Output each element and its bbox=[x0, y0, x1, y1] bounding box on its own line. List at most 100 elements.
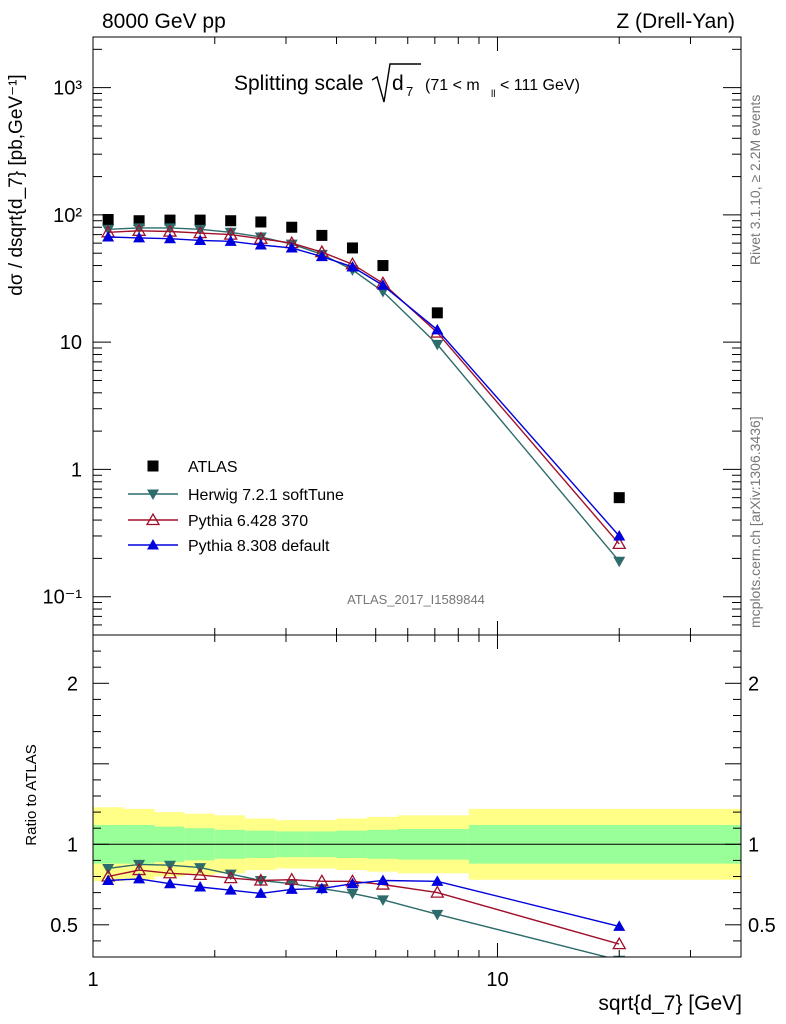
ratio-line bbox=[108, 863, 610, 957]
plot-title: Splitting scale d 7 (71 < m ll < 111 GeV… bbox=[234, 63, 580, 103]
data-point bbox=[431, 307, 443, 319]
legend-marker bbox=[145, 512, 161, 526]
y-tick-label: 1 bbox=[71, 459, 82, 481]
data-point bbox=[431, 323, 444, 335]
ratio-point bbox=[612, 936, 627, 950]
ratio-point bbox=[613, 920, 626, 931]
data-point bbox=[431, 339, 444, 351]
ratio-series-0 bbox=[102, 859, 626, 957]
ratio-point bbox=[224, 884, 237, 895]
data-point bbox=[163, 223, 176, 234]
data-point bbox=[346, 242, 358, 254]
main-series-layer bbox=[101, 214, 627, 568]
data-point bbox=[255, 216, 267, 228]
title-cut-sub: ll bbox=[491, 89, 495, 100]
title-prefix: Splitting scale bbox=[234, 72, 364, 95]
data-point bbox=[254, 239, 267, 250]
legend-label: Pythia 8.308 default bbox=[188, 538, 330, 555]
ratio-point bbox=[376, 874, 389, 886]
y-tick-label: 10 bbox=[60, 332, 82, 354]
title-cut-end: < 111 GeV) bbox=[500, 77, 580, 94]
sqrt-symbol-icon bbox=[371, 63, 421, 103]
ratio-line bbox=[107, 869, 620, 945]
series-line bbox=[108, 227, 620, 562]
ratio-series-2 bbox=[102, 872, 626, 931]
data-point bbox=[316, 229, 328, 241]
ratio-y-tick-label: 2 bbox=[67, 673, 78, 695]
legend-label: ATLAS bbox=[188, 459, 238, 476]
ratio-point bbox=[315, 882, 328, 894]
data-point bbox=[194, 224, 207, 236]
data-point bbox=[613, 492, 625, 504]
data-point bbox=[346, 260, 359, 272]
legend: ATLAS Herwig 7.2.1 softTune Pythia 6.428 3… bbox=[128, 459, 344, 555]
legend-marker bbox=[147, 460, 159, 472]
header-right: Z (Drell-Yan) bbox=[616, 10, 735, 33]
data-point bbox=[224, 235, 237, 246]
ratio-point bbox=[133, 872, 146, 884]
ratio-point bbox=[192, 867, 208, 881]
data-point bbox=[133, 215, 145, 227]
ratio-point bbox=[223, 870, 238, 884]
series-1 bbox=[102, 223, 626, 568]
data-point bbox=[376, 279, 389, 290]
main-ylabel-text: dσ / dsqrt{d_7} [pb,GeV⁻¹] bbox=[6, 74, 27, 295]
data-point bbox=[285, 241, 298, 253]
title-var-sub: 7 bbox=[406, 84, 413, 99]
series-3 bbox=[102, 231, 626, 541]
data-point bbox=[225, 215, 237, 227]
ratio-point bbox=[253, 873, 268, 886]
data-point bbox=[612, 536, 627, 550]
legend-entry: Pythia 6.428 370 bbox=[128, 512, 308, 530]
main-ylabel: dσ / dsqrt{d_7} [pb,GeV⁻¹] bbox=[6, 74, 27, 295]
ratio-point bbox=[346, 877, 359, 889]
legend-label: Pythia 6.428 370 bbox=[188, 513, 308, 530]
series-line bbox=[108, 236, 620, 537]
ratio-point bbox=[430, 885, 445, 898]
series-0 bbox=[102, 214, 625, 504]
ratio-point bbox=[285, 883, 298, 894]
legend-entry: ATLAS bbox=[147, 459, 238, 476]
ratio-y-tick-label: 0.5 bbox=[50, 915, 78, 937]
data-point bbox=[286, 221, 298, 233]
y-tick-label: 10⁻¹ bbox=[43, 587, 83, 609]
mcplots-label-text: mcplots.cern.ch [arXiv:1306.3436] bbox=[747, 416, 763, 628]
data-point bbox=[613, 556, 626, 568]
data-point bbox=[163, 232, 176, 244]
x-tick-label: 1 bbox=[87, 969, 98, 991]
ratio-ylabel-text: Ratio to ATLAS bbox=[23, 744, 40, 845]
x-tick-label: 10 bbox=[486, 969, 508, 991]
legend-marker bbox=[147, 489, 159, 500]
data-point bbox=[224, 227, 237, 239]
series-line bbox=[108, 230, 620, 545]
ratio-point bbox=[376, 895, 389, 906]
ratio-y-tick-label-right: 0.5 bbox=[748, 915, 776, 937]
ratio-point bbox=[194, 880, 207, 892]
analysis-watermark: ATLAS_2017_I1589844 bbox=[347, 592, 485, 607]
ratio-line bbox=[108, 878, 620, 928]
rivet-label-text: Rivet 3.1.10, ≥ 2.2M events bbox=[747, 95, 763, 265]
data-point bbox=[613, 529, 626, 541]
title-cut: (71 < m bbox=[425, 77, 480, 94]
x-axis-label: sqrt{d_7} [GeV] bbox=[598, 992, 742, 1015]
mcplots-label: mcplots.cern.ch [arXiv:1306.3436] bbox=[747, 416, 763, 628]
data-point bbox=[133, 231, 146, 243]
ratio-point bbox=[346, 888, 359, 900]
ratio-ylabel: Ratio to ATLAS bbox=[23, 744, 40, 845]
ratio-panel: 1 10 0.5 0.5 1 1 2 2 bbox=[50, 634, 776, 991]
data-point bbox=[133, 223, 146, 234]
legend-marker bbox=[147, 539, 159, 550]
data-point bbox=[102, 231, 115, 242]
ratio-y-tick-label-right: 1 bbox=[748, 834, 759, 856]
ratio-point bbox=[431, 875, 444, 886]
legend-label: Herwig 7.2.1 softTune bbox=[188, 487, 344, 504]
data-point bbox=[254, 232, 267, 244]
ratio-y-tick-label-right: 2 bbox=[748, 673, 759, 695]
ratio-point bbox=[254, 887, 267, 898]
header-left: 8000 GeV pp bbox=[102, 10, 226, 33]
main-panel: 10⁻¹ 1 10 10² 10³ bbox=[43, 36, 742, 636]
title-var: d bbox=[392, 72, 404, 95]
data-point bbox=[164, 214, 176, 226]
data-point bbox=[377, 260, 389, 272]
ratio-point bbox=[163, 877, 176, 889]
